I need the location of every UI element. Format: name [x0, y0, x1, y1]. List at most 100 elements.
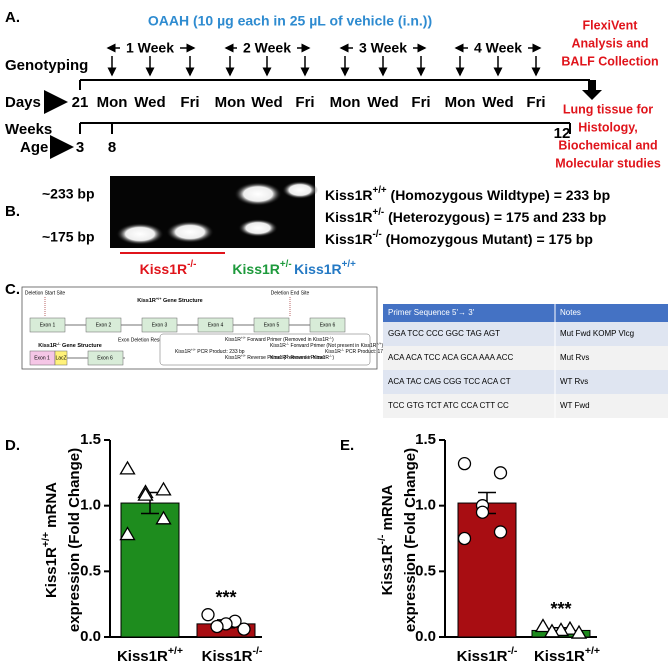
data-point [534, 618, 552, 633]
age-label: Age [20, 139, 48, 156]
table-cell: GGA TCC CCC GGC TAG AGT [388, 329, 500, 338]
exon [87, 350, 124, 366]
week-label: 4 Week [474, 40, 522, 56]
lane-group: Kiss1R-/- [140, 259, 197, 277]
legend-line: Kiss1R-/- (Homozygous Mutant) = 175 bp [325, 229, 593, 247]
endpoint-text: Lung tissue for [563, 102, 653, 116]
table-cell: Mut Fwd KOMP Vlcg [560, 329, 634, 338]
exon [197, 317, 234, 333]
band-label: ~175 bp [42, 229, 95, 245]
legend-text: Kiss1R+/+ Forward Primer (Removed in Kis… [225, 336, 334, 343]
exon-label: Exon 1 [34, 355, 50, 361]
day-start: 21 [72, 94, 89, 111]
table-cell: ACA TAC CAG CGG TCC ACA CT [388, 377, 511, 386]
data-point [493, 525, 508, 539]
header-cell: Notes [560, 308, 581, 317]
header-cell: Primer Sequence 5'→ 3' [388, 308, 475, 317]
exon-label: Exon 1 [40, 322, 56, 328]
panel-label: E. [340, 437, 354, 454]
y-tick-label: 0.5 [80, 562, 101, 579]
data-point [119, 460, 136, 475]
exon-label: Exon 2 [96, 322, 112, 328]
y-axis-label: expression (Fold Change) [402, 448, 419, 632]
exon-label: Exon 3 [152, 322, 168, 328]
bar [457, 502, 517, 638]
significance: *** [215, 587, 236, 607]
week-label: 2 Week [243, 40, 291, 56]
day-label: Mon [215, 94, 246, 111]
y-tick-label: 1.0 [415, 497, 436, 514]
age: 8 [108, 139, 116, 156]
table-cell: TCC GTG TCT ATC CCA CTT CC [388, 401, 509, 410]
day-label: Mon [97, 94, 128, 111]
endpoint-text: Biochemical and [558, 138, 657, 152]
lacz [54, 350, 68, 366]
day-label: Wed [134, 94, 165, 111]
exon-label: Exon 5 [264, 322, 280, 328]
exon [141, 317, 178, 333]
bar [120, 502, 180, 638]
panel-a: A. OAAH (10 µg each in 25 µL of vehicle … [5, 9, 661, 170]
data-point [137, 486, 154, 501]
table-cell: WT Fwd [560, 401, 590, 410]
y-tick-label: 1.5 [80, 431, 101, 448]
day-label: Mon [445, 94, 476, 111]
endpoint-1: FlexiVent Analysis and BALF Collection [561, 18, 658, 68]
legend-text: Kiss1R-/- Forward Primer (Not present in… [270, 342, 383, 349]
panel-title: OAAH (10 µg each in 25 µL of vehicle (i.… [148, 13, 432, 29]
panel-b: B. ~233 bp ~175 bp Kiss1R-/- Kiss1R+/- K… [5, 176, 610, 277]
table-header [383, 304, 668, 322]
exon-label: Exon 4 [208, 322, 224, 328]
table-cell: Mut Rvs [560, 353, 589, 362]
age: 3 [76, 139, 84, 156]
table-row [383, 346, 668, 370]
days-label: Days [5, 94, 41, 111]
panel-label: B. [5, 203, 20, 220]
y-tick-label: 1.0 [80, 497, 101, 514]
y-axis-label: Kiss1R-/- mRNA [376, 484, 396, 595]
panel-label: D. [5, 437, 20, 454]
primer-table: Primer Sequence 5'→ 3' Notes GGA TCC CCC G… [383, 304, 668, 418]
endpoint-text: BALF Collection [561, 54, 658, 68]
age: 12 [554, 125, 571, 142]
band-label: ~233 bp [42, 186, 95, 202]
endpoint-text: Histology, [578, 120, 638, 134]
y-axis-label: expression (Fold Change) [66, 448, 83, 632]
exon [253, 317, 290, 333]
data-point [570, 624, 588, 639]
diagram-title: Kiss1R+/+ Gene Structure [137, 297, 202, 304]
legend-text: Kiss1R-/- PCR Product: 175 bp [325, 348, 393, 355]
data-point [457, 456, 472, 471]
diagram-title: Kiss1R-/- Gene Structure [38, 342, 102, 349]
y-axis-label: Kiss1R+/+ mRNA [40, 482, 60, 598]
endpoint-text: Molecular studies [555, 156, 661, 170]
y-tick-label: 0.0 [80, 628, 101, 645]
table-cell: WT Rvs [560, 377, 588, 386]
legend-text: Kiss1R+/+ PCR Product: 233 bp [175, 348, 245, 355]
x-tick-label: Kiss1R+/+ [534, 645, 600, 665]
exon-label: Exon 6 [97, 355, 113, 361]
exon [29, 317, 66, 333]
endpoint-text: Analysis and [571, 36, 648, 50]
table-cell: ACA ACA TCC ACA GCA AAA ACC [388, 353, 513, 362]
panel-label: A. [5, 9, 20, 26]
panel-c: C. Deletion Start Site Deletion End Site… [5, 281, 668, 418]
data-point [201, 608, 215, 622]
exon-label: Exon 6 [320, 322, 336, 328]
day-label: Fri [180, 94, 199, 111]
exon-label: LacZ [55, 355, 66, 361]
gel-band [234, 182, 282, 206]
exon [309, 317, 346, 333]
data-point [561, 620, 579, 635]
data-point [155, 481, 172, 496]
endpoint-2: Lung tissue for Histology, Biochemical and… [555, 102, 661, 170]
x-tick-label: Kiss1R+/+ [117, 645, 183, 665]
legend-text: Kiss1R-/- Reverse Primer [270, 354, 326, 361]
gel-band [282, 181, 318, 199]
day-label: Fri [526, 94, 545, 111]
genotyping-label: Genotyping [5, 57, 88, 74]
table-row [383, 370, 668, 394]
week-label: 3 Week [359, 40, 407, 56]
day-label: Fri [411, 94, 430, 111]
